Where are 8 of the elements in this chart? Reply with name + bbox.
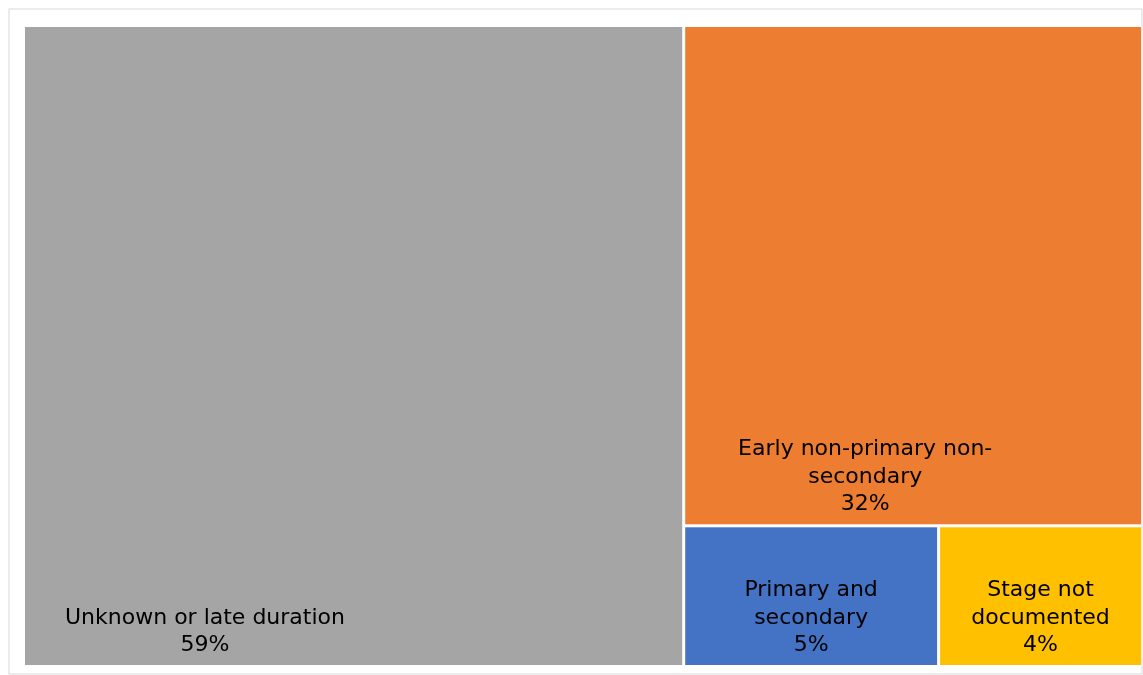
category-label: Early non-primary non-secondary: [738, 435, 993, 488]
category-label: Stage not documented: [971, 576, 1110, 629]
category-label: Primary and secondary: [744, 576, 878, 629]
data-label: 59%: [180, 631, 230, 656]
data-label: 32%: [840, 490, 890, 516]
category-label: Unknown or late duration: [65, 603, 345, 629]
data-label: 5%: [793, 631, 829, 656]
data-label: 4%: [1023, 631, 1058, 656]
